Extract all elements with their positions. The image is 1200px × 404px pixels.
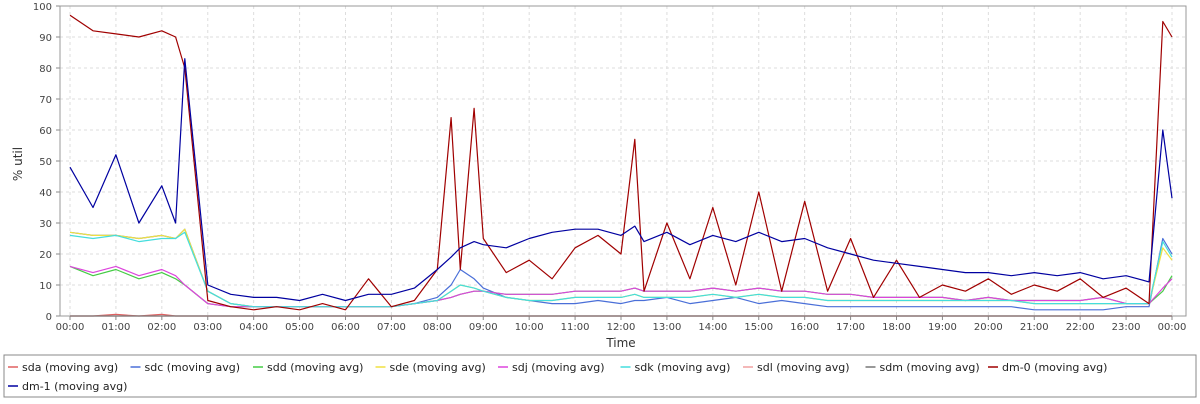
legend-box [3,354,1197,398]
x-tick-label: 11:00 [561,322,590,333]
x-tick-label: 00:00 [1158,322,1187,333]
x-tick-label: 15:00 [744,322,773,333]
legend-label: sdc (moving avg) [145,361,241,374]
x-tick-label: 16:00 [790,322,819,333]
y-tick-label: 20 [39,250,52,261]
legend-label: sdj (moving avg) [512,361,605,374]
series-line-sdk [69,231,1173,308]
x-tick-label: 01:00 [102,322,131,333]
x-tick-label: 07:00 [377,322,406,333]
legend-label: sda (moving avg) [22,361,118,374]
y-tick-label: 60 [39,126,52,137]
legend: sda (moving avg) sdc (moving avg) sdd (mov… [3,354,1197,398]
x-tick-label: 21:00 [1020,322,1049,333]
x-tick-label: 09:00 [469,322,498,333]
x-tick-label: 08:00 [423,322,452,333]
x-tick-label: 23:00 [1112,322,1141,333]
x-tick-label: 18:00 [882,322,911,333]
y-tick-label: 80 [39,64,52,75]
y-tick-label: 100 [33,2,52,13]
x-tick-label: 00:00 [56,322,85,333]
x-tick-label: 13:00 [653,322,682,333]
x-tick-label: 17:00 [836,322,865,333]
x-tick-label: 06:00 [331,322,360,333]
x-tick-label: 02:00 [147,322,176,333]
legend-label: sdl (moving avg) [757,361,850,374]
legend-label: sde (moving avg) [390,361,486,374]
x-tick-label: 10:00 [515,322,544,333]
legend-label: dm-0 (moving avg) [1002,361,1107,374]
legend-label: sdk (moving avg) [635,361,731,374]
y-tick-label: 70 [39,95,52,106]
series-line-dm-0 [69,14,1173,311]
y-tick-label: 30 [39,219,52,230]
x-tick-label: 22:00 [1066,322,1095,333]
y-tick-label: 0 [46,312,52,323]
x-tick-label: 03:00 [193,322,222,333]
plot-area: 0 10 20 30 40 50 60 70 80 90 100 00:00 01:00 02:00 03:… [33,2,1187,333]
legend-label: sdm (moving avg) [880,361,980,374]
y-axis-title: % util [11,147,25,181]
series-line-dm-1 [69,58,1173,302]
x-tick-label: 20:00 [974,322,1003,333]
y-tick-label: 90 [39,33,52,44]
x-axis-title: Time [605,336,635,350]
y-tick-label: 10 [39,281,52,292]
legend-label: dm-1 (moving avg) [22,380,127,393]
x-tick-label: 19:00 [928,322,957,333]
x-tick-label: 12:00 [607,322,636,333]
x-tick-label: 05:00 [285,322,314,333]
y-tick-label: 40 [39,188,52,199]
y-tick-label: 50 [39,157,52,168]
legend-label: sdd (moving avg) [267,361,363,374]
x-tick-label: 04:00 [239,322,268,333]
x-tick-label: 14:00 [698,322,727,333]
